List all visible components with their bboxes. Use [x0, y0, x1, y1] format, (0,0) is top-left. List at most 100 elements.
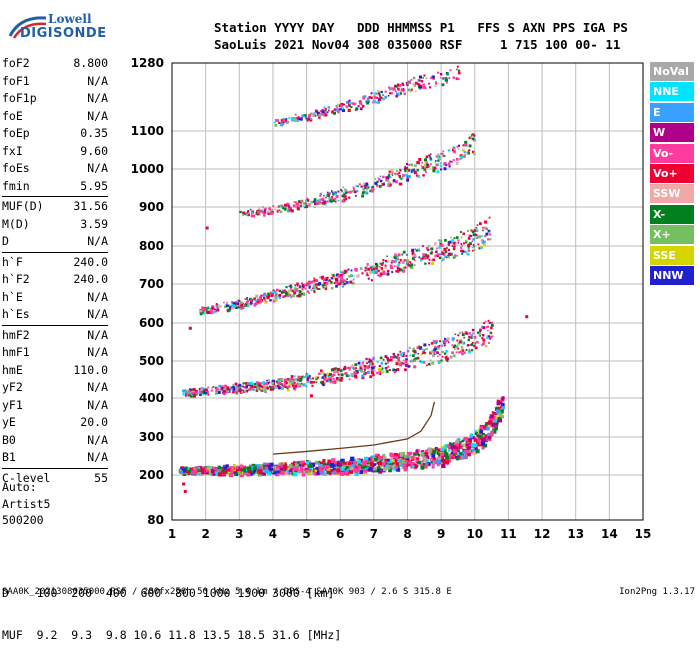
- echo-point: [391, 459, 395, 463]
- echo-point: [417, 175, 420, 178]
- echo-point: [471, 150, 475, 154]
- echo-point: [493, 422, 498, 427]
- echo-point: [260, 299, 264, 302]
- echo-point: [337, 103, 339, 106]
- echo-point: [317, 460, 321, 464]
- echo-point: [365, 267, 369, 271]
- echo-point: [272, 384, 276, 388]
- echo-point: [450, 356, 453, 359]
- echo-point: [207, 386, 210, 389]
- echo-point: [482, 229, 484, 232]
- outlier-point: [182, 482, 186, 486]
- param-row: foF1 N/A: [2, 73, 108, 91]
- echo-point: [212, 310, 216, 314]
- echo-point: [412, 347, 416, 351]
- echo-point: [397, 356, 401, 360]
- echo-point: [386, 357, 389, 360]
- echo-point: [407, 88, 411, 92]
- echo-point: [300, 382, 303, 385]
- echo-point: [326, 111, 329, 114]
- echo-point: [224, 384, 228, 388]
- echo-point: [394, 265, 396, 267]
- echo-point: [331, 191, 333, 193]
- echo-point: [277, 378, 280, 381]
- echo-point: [307, 116, 311, 119]
- echo-point: [490, 332, 493, 335]
- echo-point: [476, 434, 480, 438]
- y-tick-label: 1100: [131, 124, 164, 138]
- echo-point: [266, 462, 270, 467]
- echo-point: [280, 122, 283, 124]
- echo-point: [194, 467, 198, 471]
- echo-point: [412, 168, 415, 171]
- echo-point: [466, 229, 470, 233]
- echo-point: [335, 195, 339, 198]
- echo-point: [395, 85, 398, 88]
- echo-point: [343, 193, 346, 196]
- echo-point: [354, 471, 359, 477]
- echo-point: [494, 426, 498, 431]
- echo-point: [468, 439, 472, 443]
- echo-point: [405, 166, 409, 170]
- echo-point: [235, 387, 239, 391]
- echo-point: [193, 469, 197, 473]
- echo-point: [397, 462, 400, 466]
- echo-point: [282, 289, 285, 292]
- echo-point: [242, 213, 245, 216]
- echo-point: [449, 241, 452, 244]
- echo-point: [399, 353, 404, 357]
- echo-point: [370, 96, 373, 100]
- echo-point: [389, 183, 392, 186]
- muf-distance-row: D 100 200 400 600 800 1000 1500 3000 [km…: [2, 586, 335, 600]
- echo-point: [344, 189, 348, 193]
- echo-point: [472, 450, 477, 455]
- echo-point: [390, 169, 394, 173]
- echo-point: [357, 459, 361, 463]
- echo-point: [318, 113, 322, 117]
- echo-point: [449, 160, 452, 163]
- echo-point: [449, 69, 452, 72]
- echo-point: [244, 471, 248, 475]
- echo-point: [263, 389, 267, 393]
- echo-point: [467, 453, 471, 457]
- echo-point: [215, 303, 218, 306]
- echo-point: [382, 454, 386, 458]
- echo-point: [483, 443, 488, 448]
- echo-point: [452, 455, 457, 460]
- echo-point: [418, 346, 422, 350]
- param-value: N/A: [87, 289, 108, 304]
- echo-point: [305, 469, 309, 473]
- auto-label: Auto:: [2, 480, 37, 494]
- echo-point: [352, 467, 357, 472]
- echo-point: [294, 466, 299, 471]
- echo-point: [358, 369, 361, 372]
- echo-point: [305, 463, 309, 467]
- x-tick-label: 1: [168, 527, 176, 541]
- echo-point: [386, 269, 390, 273]
- echo-point: [372, 356, 375, 360]
- echo-point: [359, 367, 363, 371]
- echo-point: [255, 382, 259, 385]
- echo-point: [294, 382, 296, 384]
- echo-point: [317, 376, 320, 379]
- echo-point: [214, 310, 217, 313]
- legend-item-nnw: NNW: [650, 265, 694, 285]
- echo-point: [379, 365, 382, 368]
- outlier-point: [183, 490, 187, 493]
- echo-point: [460, 155, 464, 159]
- echo-point: [361, 361, 364, 364]
- echo-point: [295, 287, 299, 291]
- echo-point: [424, 351, 427, 354]
- echo-point: [446, 247, 448, 249]
- echo-point: [429, 155, 432, 158]
- echo-point: [411, 257, 415, 260]
- echo-point: [294, 201, 297, 204]
- echo-point: [283, 289, 286, 292]
- echo-point: [252, 388, 255, 391]
- echo-point: [408, 460, 413, 465]
- echo-point: [363, 469, 367, 473]
- echo-point: [320, 112, 324, 116]
- echo-point: [292, 289, 295, 292]
- param-value: N/A: [87, 73, 108, 88]
- echo-point: [289, 285, 293, 289]
